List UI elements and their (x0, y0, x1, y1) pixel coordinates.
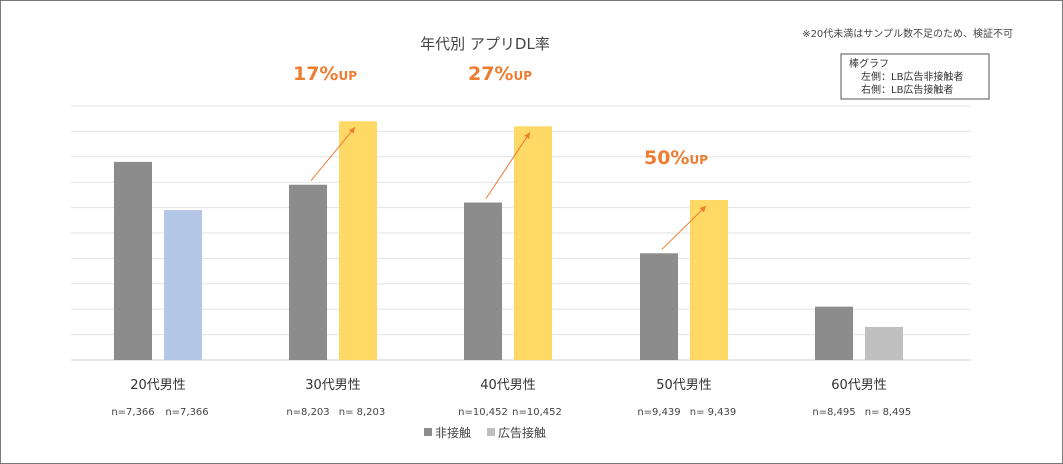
info-box-line-right: 右側：LB広告接触者 (861, 83, 953, 96)
sample-size-right: n=7,366 (165, 407, 208, 418)
bar-ad-contact (865, 326, 903, 360)
sample-size-left: n=8,203 (286, 407, 329, 418)
bar-ad-contact (690, 199, 728, 360)
uplift-label: 27%UP (468, 63, 532, 85)
bar-ad-contact (339, 121, 377, 361)
info-box-line-left: 左側：LB広告非接触者 (861, 70, 963, 83)
info-box-title: 棒グラフ (849, 57, 889, 70)
uplift-arrow-head (699, 205, 706, 213)
category-label: 30代男性 (305, 378, 361, 393)
uplift-label: 17%UP (293, 63, 357, 85)
sample-size-right: n= 9,439 (690, 407, 737, 418)
bars (114, 121, 903, 361)
legend-label-non-contact: 非接触 (435, 425, 471, 440)
sample-note: ※20代未満はサンプル数不足のため、検証不可 (802, 27, 1013, 40)
chart-title: 年代別 アプリDL率 (420, 35, 550, 53)
legend-label-ad-contact: 広告接触 (498, 425, 546, 440)
uplift-arrow-line (310, 126, 356, 182)
sample-size-left: n=9,439 (637, 407, 680, 418)
legend: 非接触 広告接触 (424, 425, 546, 440)
uplift-arrow-head (348, 127, 355, 134)
sample-size-left: n=10,452 (458, 407, 508, 418)
category-label: 20代男性 (130, 378, 186, 393)
sample-size-right: n= 8,495 (865, 407, 912, 418)
uplift-suffix: UP (338, 69, 357, 83)
uplift-labels: 17%UP 27%UP 50%UP (293, 63, 708, 169)
sample-size-left: n=8,495 (812, 407, 855, 418)
uplift-label: 50%UP (644, 147, 708, 169)
bar-ad-contact (514, 126, 552, 360)
bar-ad-contact (164, 210, 202, 360)
legend-swatch-ad-contact (487, 428, 495, 436)
bar-non-contact (815, 306, 853, 360)
info-box-border (840, 53, 990, 100)
uplift-arrows (310, 126, 707, 250)
sample-size-left: n=7,366 (111, 407, 154, 418)
bar-non-contact (640, 253, 678, 360)
uplift-arrow-line (485, 132, 531, 199)
category-label: 50代男性 (656, 378, 712, 393)
sample-size-right: n=10,452 (512, 407, 562, 418)
category-label: 60代男性 (831, 378, 887, 393)
legend-swatch-non-contact (424, 428, 432, 436)
uplift-suffix: UP (513, 69, 532, 83)
uplift-suffix: UP (689, 153, 708, 167)
sample-size-labels: n=7,366 n=7,366 n=8,203 n= 8,203 n=10,452 n=1… (111, 407, 911, 418)
uplift-arrow-line (661, 205, 707, 250)
sample-size-right: n= 8,203 (339, 407, 386, 418)
category-labels: 20代男性 30代男性 40代男性 50代男性 60代男性 (130, 378, 887, 393)
info-box: 棒グラフ 左側：LB広告非接触者 右側：LB広告接触者 (840, 53, 990, 100)
bar-non-contact (464, 202, 502, 360)
uplift-arrow-head (524, 132, 530, 139)
bar-non-contact (114, 161, 152, 360)
bar-non-contact (289, 184, 327, 360)
category-label: 40代男性 (480, 378, 536, 393)
